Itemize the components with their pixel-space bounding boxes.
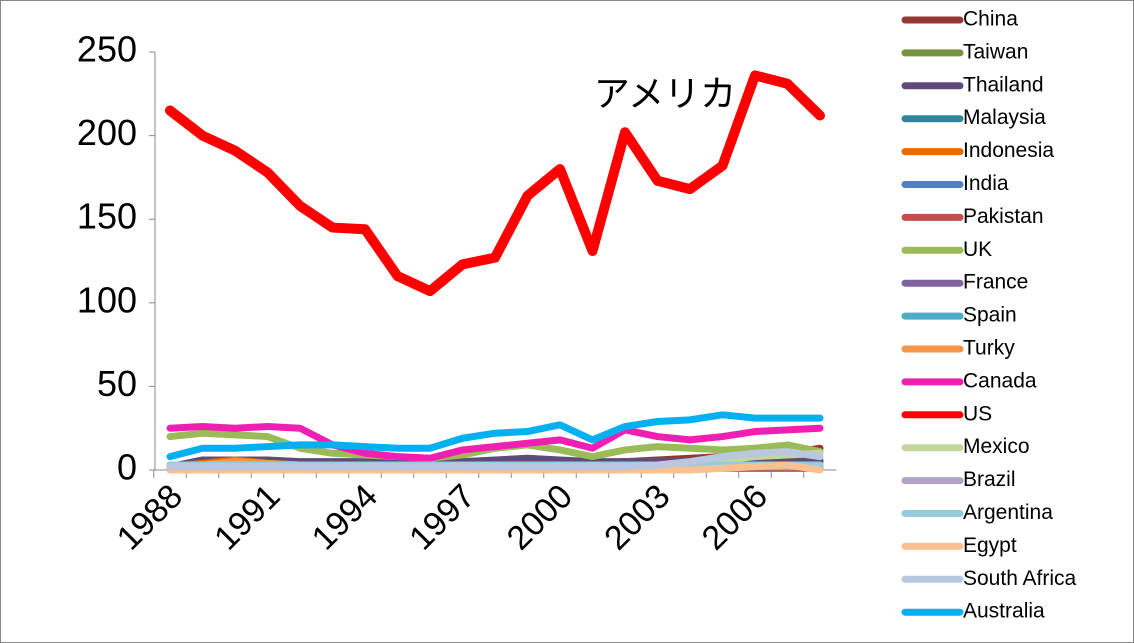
- legend-label: Australia: [963, 600, 1045, 623]
- legend-label: Thailand: [963, 73, 1044, 96]
- legend-label: Pakistan: [963, 205, 1044, 228]
- legend-label: Taiwan: [963, 40, 1028, 63]
- y-tick-label: 250: [77, 29, 137, 70]
- y-tick-label: 0: [117, 447, 137, 488]
- legend-label: South Africa: [963, 567, 1077, 590]
- series-line: [165, 70, 825, 297]
- legend-label: Turky: [963, 337, 1015, 360]
- y-tick-label: 50: [97, 363, 137, 404]
- legend-label: France: [963, 271, 1028, 294]
- annotation: アメリカ: [594, 74, 736, 115]
- legend-label: China: [963, 8, 1018, 31]
- legend-label: Mexico: [963, 435, 1030, 458]
- y-tick-label: 200: [77, 112, 137, 153]
- legend-label: Argentina: [963, 501, 1053, 524]
- y-tick-label: 100: [77, 279, 137, 320]
- legend-label: Indonesia: [963, 139, 1054, 162]
- y-tick-label: 150: [77, 196, 137, 237]
- series-line: [166, 411, 824, 461]
- legend-label: UK: [963, 238, 992, 261]
- series-line: [166, 423, 824, 462]
- legend-label: India: [963, 172, 1009, 195]
- legend-label: Brazil: [963, 468, 1016, 491]
- series-line: [166, 448, 824, 471]
- legend-label: Egypt: [963, 534, 1017, 557]
- legend-label: US: [963, 402, 992, 425]
- legend-label: Spain: [963, 304, 1017, 327]
- legend-label: Canada: [963, 369, 1037, 392]
- legend-label: Malaysia: [963, 106, 1046, 129]
